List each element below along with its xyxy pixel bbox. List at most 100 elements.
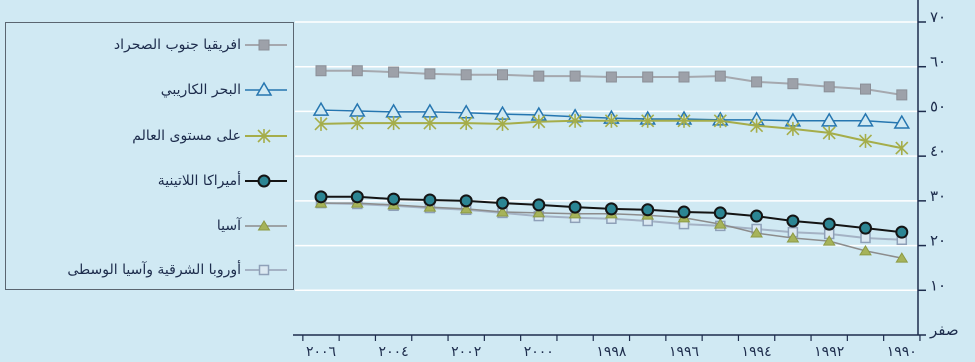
circle-marker	[423, 193, 437, 207]
square-marker	[258, 264, 270, 276]
x-tick-label: ١٩٩٦	[669, 344, 699, 360]
y-tick-label: ٥٠	[930, 97, 946, 115]
data-point	[677, 205, 691, 219]
circle-marker	[604, 202, 618, 216]
triangle-marker	[532, 206, 546, 218]
data-point	[459, 202, 473, 214]
circle-marker	[786, 214, 800, 228]
square-marker	[605, 71, 617, 83]
legend-label: على مستوى العالم	[132, 128, 241, 144]
asterisk-stroke	[257, 129, 271, 143]
data-point	[387, 116, 401, 131]
data-point	[857, 112, 874, 127]
data-point	[714, 70, 726, 82]
square-marker	[533, 70, 545, 82]
data-point	[314, 190, 328, 204]
asterisk-stroke	[713, 114, 727, 128]
data-point	[822, 217, 836, 231]
data-point	[351, 65, 363, 77]
data-point	[860, 83, 871, 95]
legend-swatch	[245, 264, 287, 276]
data-point	[255, 81, 273, 96]
square-marker	[460, 69, 472, 81]
circle-marker	[314, 190, 328, 204]
legend-item-latin-america: أميراكا اللاتينية	[6, 170, 293, 192]
circle-marker	[750, 209, 764, 223]
data-point	[257, 174, 271, 188]
square-marker	[497, 69, 508, 81]
y-tick-label: صفر	[929, 321, 959, 339]
legend-swatch	[245, 39, 287, 51]
data-point	[859, 221, 872, 235]
triangle-marker	[820, 112, 838, 127]
circle-marker	[641, 203, 655, 217]
asterisk-stroke	[495, 117, 510, 131]
y-tick-label: ٢٠	[930, 232, 946, 250]
asterisk-stroke	[641, 114, 655, 128]
data-point	[459, 116, 473, 131]
legend-label: افريقيا جنوب الصحراد	[113, 37, 241, 53]
square-marker	[642, 71, 654, 83]
triangle-marker	[423, 201, 437, 212]
triangle-marker	[496, 206, 509, 217]
circle-marker	[532, 198, 546, 212]
triangle-marker	[348, 102, 366, 117]
triangle-marker	[459, 202, 473, 214]
data-point	[751, 76, 763, 88]
circle-marker	[459, 194, 473, 208]
y-tick-label: ٤٠	[930, 142, 946, 160]
legend-swatch	[245, 81, 287, 96]
data-point	[568, 200, 582, 214]
data-point	[859, 244, 872, 256]
data-point	[787, 78, 799, 90]
data-point	[823, 81, 835, 93]
legend-item-asia: آسيا	[6, 215, 293, 237]
data-point	[569, 70, 581, 82]
x-tick-label: ١٩٩٠	[887, 344, 917, 360]
x-tick-label: ١٩٩٢	[814, 344, 844, 360]
data-point	[604, 202, 618, 216]
data-point	[605, 71, 617, 83]
data-point	[713, 206, 727, 220]
series-1	[315, 65, 908, 101]
data-point	[820, 112, 838, 127]
legend-swatch	[245, 174, 287, 188]
x-tick-label: ٢٠٠٢	[451, 344, 481, 360]
square-marker	[388, 66, 400, 78]
data-point	[568, 113, 582, 128]
triangle-marker	[859, 244, 872, 256]
triangle-marker	[257, 220, 271, 231]
data-point	[496, 196, 509, 210]
legend-label: أميراكا اللاتينية	[157, 173, 241, 189]
legend-item-world: على مستوى العالم	[6, 125, 293, 147]
data-point	[786, 232, 800, 243]
data-point	[423, 193, 437, 207]
series-4	[314, 190, 909, 239]
data-point	[495, 116, 510, 131]
triangle-marker	[713, 218, 727, 229]
square-marker	[896, 89, 908, 101]
gridlines	[295, 21, 918, 292]
asterisk-stroke	[459, 116, 473, 130]
y-tick-label: ١٠	[930, 276, 946, 294]
data-point	[258, 264, 270, 276]
data-point	[713, 113, 727, 128]
data-point	[423, 201, 437, 212]
data-point	[257, 129, 271, 143]
asterisk-stroke	[314, 117, 328, 131]
data-point	[314, 116, 328, 131]
x-tick-label: ٢٠٠٦	[306, 344, 336, 360]
data-point	[387, 192, 401, 206]
data-point	[423, 116, 437, 131]
asterisk-stroke	[423, 116, 437, 130]
circle-marker	[350, 190, 364, 204]
asterisk-stroke	[350, 116, 364, 130]
x-tick-label: ١٩٩٤	[742, 344, 772, 360]
data-point	[896, 89, 908, 101]
data-point	[533, 70, 545, 82]
legend-label: آسيا	[216, 218, 241, 234]
data-point	[750, 227, 763, 238]
square-marker	[860, 232, 871, 244]
data-point	[822, 125, 836, 140]
